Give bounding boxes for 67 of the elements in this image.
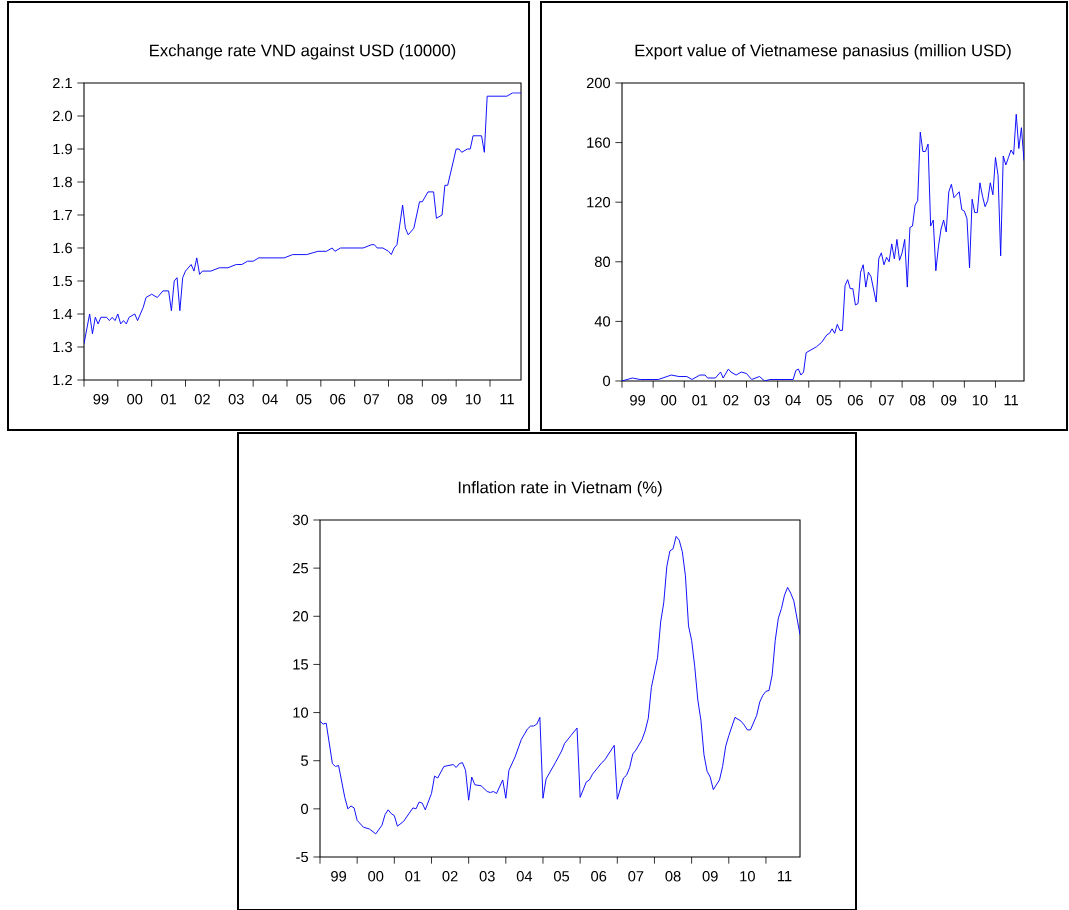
y-tick-label: 120 (587, 197, 611, 208)
y-tick-label: 0 (301, 803, 309, 815)
y-tick-label: 1.4 (53, 308, 73, 320)
x-tick-label: 10 (466, 394, 481, 405)
x-tick-label: 07 (878, 395, 894, 406)
x-tick-label: 06 (847, 395, 863, 406)
x-tick-label: 05 (816, 395, 832, 406)
y-tick-label: 160 (587, 137, 611, 148)
x-tick-label: 01 (692, 395, 708, 406)
x-tick-label: 04 (516, 871, 533, 882)
x-tick-label: 10 (740, 871, 755, 882)
x-tick-label: 04 (262, 394, 278, 405)
y-tick-label: 15 (293, 659, 309, 670)
y-tick-label: 1.6 (53, 242, 72, 254)
y-tick-label: 30 (292, 514, 309, 526)
y-tick-label: 10 (293, 707, 309, 718)
y-tick-label: 1.3 (53, 341, 72, 353)
y-tick-label: 0 (603, 375, 611, 387)
x-tick-label: 00 (127, 394, 143, 405)
x-tick-label: 03 (479, 871, 495, 882)
y-tick-label: 5 (301, 755, 309, 766)
x-tick-label: 03 (754, 395, 770, 406)
y-tick-label: 20 (293, 611, 309, 622)
y-tick-label: 1.7 (53, 209, 72, 221)
x-tick-label: 00 (661, 395, 677, 406)
x-tick-label: 10 (972, 395, 988, 406)
x-tick-label: 99 (630, 395, 646, 406)
x-tick-label: 02 (723, 395, 739, 406)
x-tick-label: 07 (628, 871, 644, 882)
y-tick-label: 1.8 (53, 176, 72, 188)
y-tick-label: 1.2 (53, 374, 72, 386)
x-tick-label: 02 (194, 394, 210, 405)
x-tick-label: 00 (368, 871, 384, 882)
x-tick-label: 09 (702, 871, 718, 882)
y-tick-label: 2.1 (52, 77, 72, 89)
line-series (320, 535, 801, 835)
x-tick-label: 99 (331, 871, 347, 882)
x-tick-label: 05 (553, 871, 570, 882)
y-tick-label: -5 (296, 851, 309, 863)
y-tick-label: 25 (293, 562, 309, 574)
x-tick-label: 04 (785, 395, 801, 406)
x-tick-label: 07 (363, 394, 379, 405)
x-tick-label: 06 (330, 394, 346, 405)
x-tick-label: 08 (665, 871, 681, 882)
x-tick-label: 05 (296, 394, 312, 405)
x-tick-label: 08 (397, 394, 413, 405)
x-tick-label: 11 (778, 871, 792, 882)
x-tick-label: 02 (442, 871, 458, 882)
y-tick-label: 1.5 (53, 275, 72, 287)
x-tick-label: 06 (591, 871, 607, 882)
y-tick-label: 1.9 (53, 143, 72, 155)
x-tick-label: 99 (93, 394, 109, 405)
x-tick-label: 09 (431, 394, 447, 405)
y-tick-label: 40 (594, 316, 611, 327)
chart-title: Inflation rate in Vietnam (%) (458, 481, 662, 497)
x-tick-label: 01 (405, 871, 421, 882)
y-tick-label: 80 (594, 256, 611, 267)
y-tick-label: 2.0 (52, 110, 73, 122)
x-tick-label: 03 (228, 394, 244, 405)
chart-title: Exchange rate VND against USD (10000) (150, 44, 456, 60)
x-tick-label: 11 (500, 394, 514, 405)
x-tick-label: 01 (160, 394, 177, 405)
y-tick-label: 200 (586, 77, 611, 89)
x-tick-label: 08 (910, 395, 926, 406)
x-tick-label: 11 (1004, 395, 1018, 406)
x-tick-label: 09 (941, 395, 957, 406)
chart-title: Export value of Vietnamese panasius (million USD) (635, 44, 1011, 60)
